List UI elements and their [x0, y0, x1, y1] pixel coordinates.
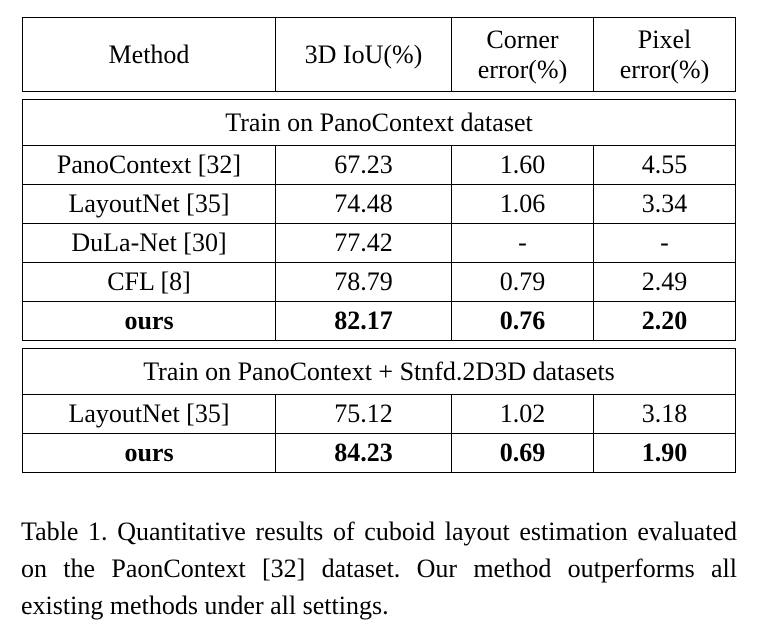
header-corner-line2: error(%) [477, 54, 568, 84]
table-row-ours: ours 82.17 0.76 2.20 [23, 301, 735, 340]
table-row: PanoContext [32] 67.23 1.60 4.55 [23, 145, 735, 184]
header-pixel-line1: Pixel [637, 24, 692, 54]
cell-pixel: 3.34 [593, 185, 735, 223]
cell-iou: 67.23 [275, 146, 451, 184]
cell-method: DuLa-Net [30] [71, 228, 227, 257]
cell-method: CFL [8] [107, 267, 191, 296]
header-method: Method [108, 39, 190, 69]
cell-iou: 78.79 [275, 263, 451, 301]
cell-corner: 1.06 [451, 185, 593, 223]
cell-pixel: 2.20 [593, 302, 735, 340]
table-row: CFL [8] 78.79 0.79 2.49 [23, 262, 735, 301]
header-iou: 3D IoU(%) [275, 18, 451, 91]
section-title: Train on PanoContext + Stnfd.2D3D datase… [143, 356, 615, 386]
header-corner-line1: Corner [486, 24, 559, 54]
cell-method: LayoutNet [35] [68, 189, 230, 218]
table-row-ours: ours 84.23 0.69 1.90 [23, 433, 735, 472]
header-pixel-line2: error(%) [619, 54, 710, 84]
table-row: DuLa-Net [30] 77.42 - - [23, 223, 735, 262]
cell-corner: - [451, 224, 593, 262]
table-header: Method 3D IoU(%) Corner error(%) Pixel e… [22, 17, 736, 92]
cell-corner: 1.02 [451, 395, 593, 433]
table-row: LayoutNet [35] 74.48 1.06 3.34 [23, 184, 735, 223]
cell-iou: 75.12 [275, 395, 451, 433]
results-table: Method 3D IoU(%) Corner error(%) Pixel e… [22, 17, 736, 473]
cell-pixel: 1.90 [593, 434, 735, 472]
cell-corner: 1.60 [451, 146, 593, 184]
cell-iou: 84.23 [275, 434, 451, 472]
cell-pixel: 2.49 [593, 263, 735, 301]
cell-method: ours [124, 306, 174, 335]
cell-method: PanoContext [32] [56, 150, 242, 179]
cell-pixel: 3.18 [593, 395, 735, 433]
table-caption: Table 1. Quantitative results of cuboid … [21, 517, 737, 620]
header-corner-error: Corner error(%) [451, 18, 593, 91]
cell-corner: 0.79 [451, 263, 593, 301]
table-row: LayoutNet [35] 75.12 1.02 3.18 [23, 394, 735, 433]
section-panocontext-stanford: Train on PanoContext + Stnfd.2D3D datase… [22, 348, 736, 473]
cell-corner: 0.76 [451, 302, 593, 340]
header-row: Method 3D IoU(%) Corner error(%) Pixel e… [23, 18, 735, 91]
cell-method: LayoutNet [35] [68, 399, 230, 428]
cell-pixel: - [593, 224, 735, 262]
cell-corner: 0.69 [451, 434, 593, 472]
section-panocontext: Train on PanoContext dataset PanoContext… [22, 99, 736, 341]
cell-iou: 74.48 [275, 185, 451, 223]
cell-method: ours [124, 438, 174, 467]
section-title: Train on PanoContext dataset [225, 107, 533, 137]
cell-pixel: 4.55 [593, 146, 735, 184]
header-pixel-error: Pixel error(%) [593, 18, 735, 91]
cell-iou: 77.42 [275, 224, 451, 262]
cell-iou: 82.17 [275, 302, 451, 340]
